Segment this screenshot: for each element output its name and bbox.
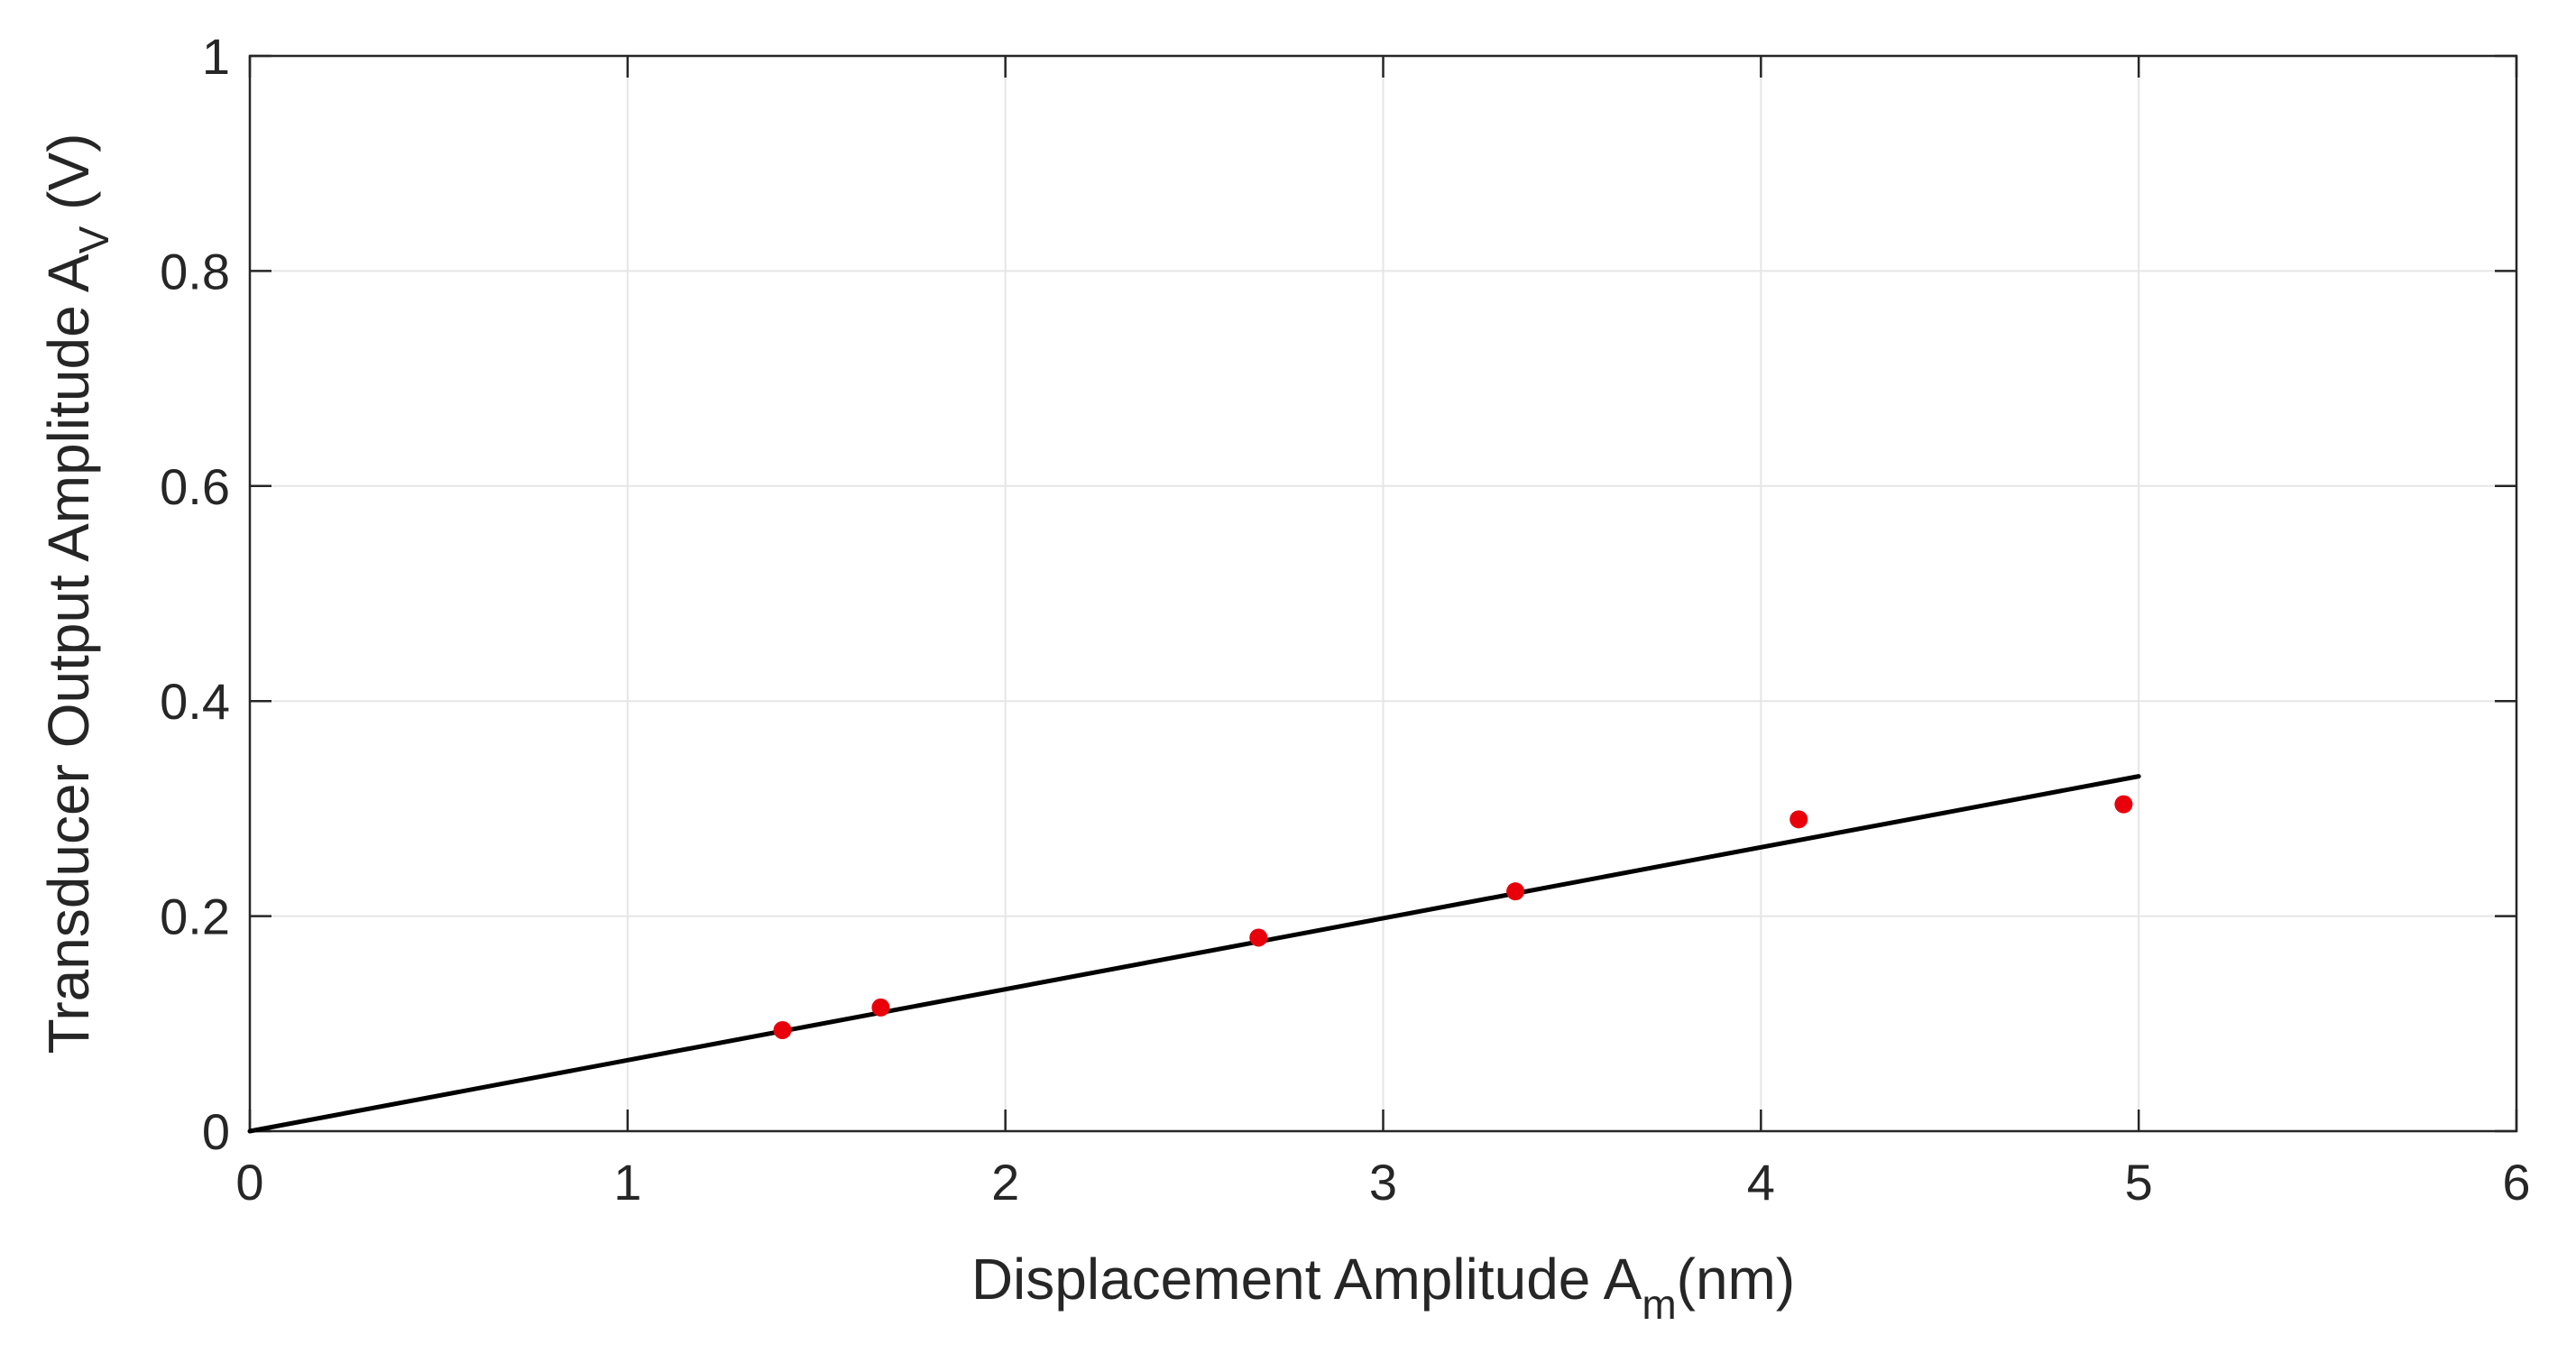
series-layer (247, 774, 2141, 1134)
x-axis-title: Displacement Amplitude Am(nm) (971, 1247, 1795, 1328)
y-tick-label: 0.8 (160, 243, 230, 299)
y-tick-label: 0 (202, 1103, 230, 1160)
x-tick-label: 0 (235, 1154, 263, 1211)
y-tick-label: 0.4 (160, 673, 230, 730)
x-axis-title-main: Displacement Amplitude A (971, 1247, 1642, 1312)
data-point (871, 998, 890, 1017)
fit-line (247, 774, 2141, 1134)
y-axis-title-main: Transducer Output Amplitude A (36, 253, 101, 1054)
data-point (1789, 810, 1808, 829)
labels-layer: 0 1 2 3 4 5 6 0 0.2 0.4 0.6 0.8 1 Displacement Amplit… (36, 28, 2531, 1328)
x-axis-title-unit: (nm) (1677, 1247, 1796, 1312)
data-point (1506, 882, 1525, 901)
y-tick-label: 0.6 (160, 458, 230, 515)
x-axis-title-subscript: m (1642, 1281, 1676, 1328)
data-point (1249, 928, 1268, 947)
x-tick-label: 6 (2502, 1154, 2530, 1211)
data-point (773, 1020, 792, 1039)
grid-layer (249, 55, 2517, 1132)
x-tick-label: 3 (1369, 1154, 1397, 1211)
x-tick-label: 1 (613, 1154, 641, 1211)
x-tick-label: 2 (991, 1154, 1019, 1211)
x-tick-label: 4 (1747, 1154, 1775, 1211)
y-axis-title-unit: (V) (36, 134, 101, 226)
y-axis-title-subscript: V (70, 226, 117, 253)
axes-layer (248, 54, 2518, 1133)
y-tick-label: 1 (202, 28, 230, 85)
y-axis-title: Transducer Output Amplitude AV (V) (36, 134, 117, 1054)
y-tick-label: 0.2 (160, 889, 230, 945)
x-tick-label: 5 (2125, 1154, 2153, 1211)
data-point (2114, 795, 2133, 814)
